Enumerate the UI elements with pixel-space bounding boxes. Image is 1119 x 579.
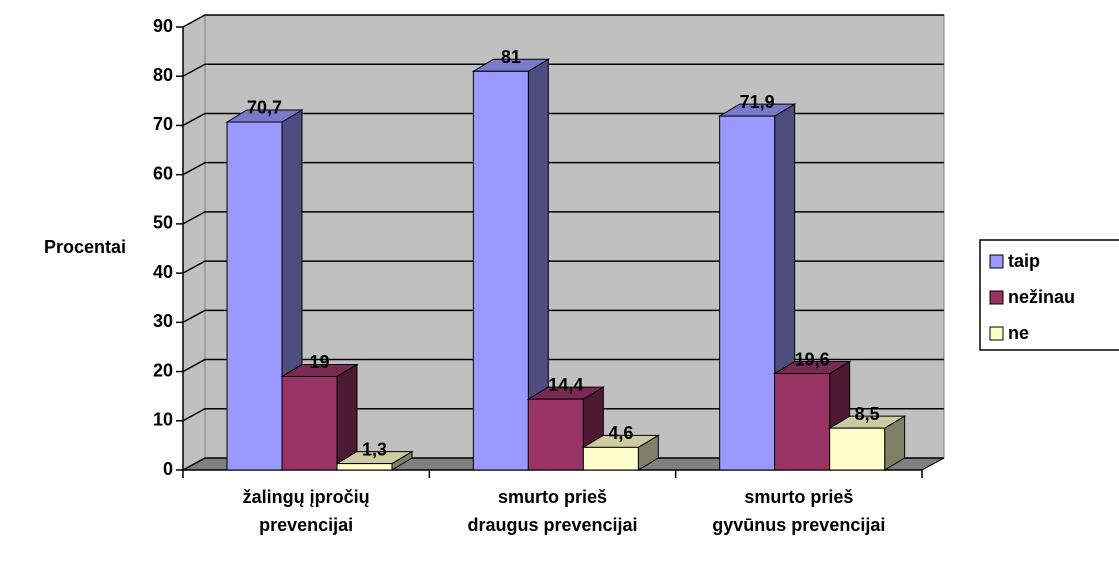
value-label: 4,6 [608,423,633,443]
legend-swatch [989,326,1004,341]
grid-line [182,457,944,471]
bar [280,363,359,471]
legend-label: nežinau [1008,287,1075,307]
bar [335,450,414,471]
legend-swatch [989,254,1004,269]
grid-line [182,112,944,127]
value-label: 19,6 [795,349,830,369]
x-tick-label: smurto prieš gyvūnus prevencijai [712,487,885,535]
grid-line [182,14,944,28]
bar-front [226,121,283,471]
y-axis-label: Procentai [44,237,126,257]
y-tick-label: 80 [153,65,173,85]
bar-front [336,463,393,471]
grid-line [182,309,944,323]
value-label: 8,5 [855,404,880,424]
y-tick-label: 20 [153,360,173,380]
x-tick-label: žalingų įpročių prevencijai [243,487,370,535]
bar-front [774,373,831,471]
bar [581,434,661,471]
value-label: 70,7 [247,98,282,118]
value-label: 19 [309,352,329,372]
grid-line [182,63,944,77]
y-tick-label: 0 [163,459,173,479]
side-wall [182,14,206,471]
value-label: 14,4 [548,375,583,395]
grid-line [182,161,944,176]
y-tick-label: 30 [153,311,173,331]
x-tick-label: smurto prieš draugus prevencijai [467,487,637,535]
grid-line [182,260,944,274]
y-tick-label: 90 [153,16,173,36]
bar-front [829,427,886,471]
bar [471,58,551,471]
bar-front [719,115,776,471]
grid-line [182,211,944,225]
bar-front [527,398,584,471]
value-label: 81 [501,47,521,67]
bar [827,415,907,471]
bar-front [582,446,639,471]
legend-swatch [989,290,1004,305]
legend-label: taip [1008,251,1040,271]
y-tick-label: 10 [153,410,173,430]
value-label: 71,9 [740,92,775,112]
bar-front [472,70,529,471]
value-label: 1,3 [362,439,387,459]
grid-line [182,358,944,373]
y-tick-label: 50 [153,213,173,233]
grid-line [182,408,944,422]
legend-label: ne [1008,323,1029,343]
y-tick-label: 60 [153,163,173,183]
y-tick-label: 40 [153,262,173,282]
bar-front [281,375,338,471]
y-tick-label: 70 [153,114,173,134]
